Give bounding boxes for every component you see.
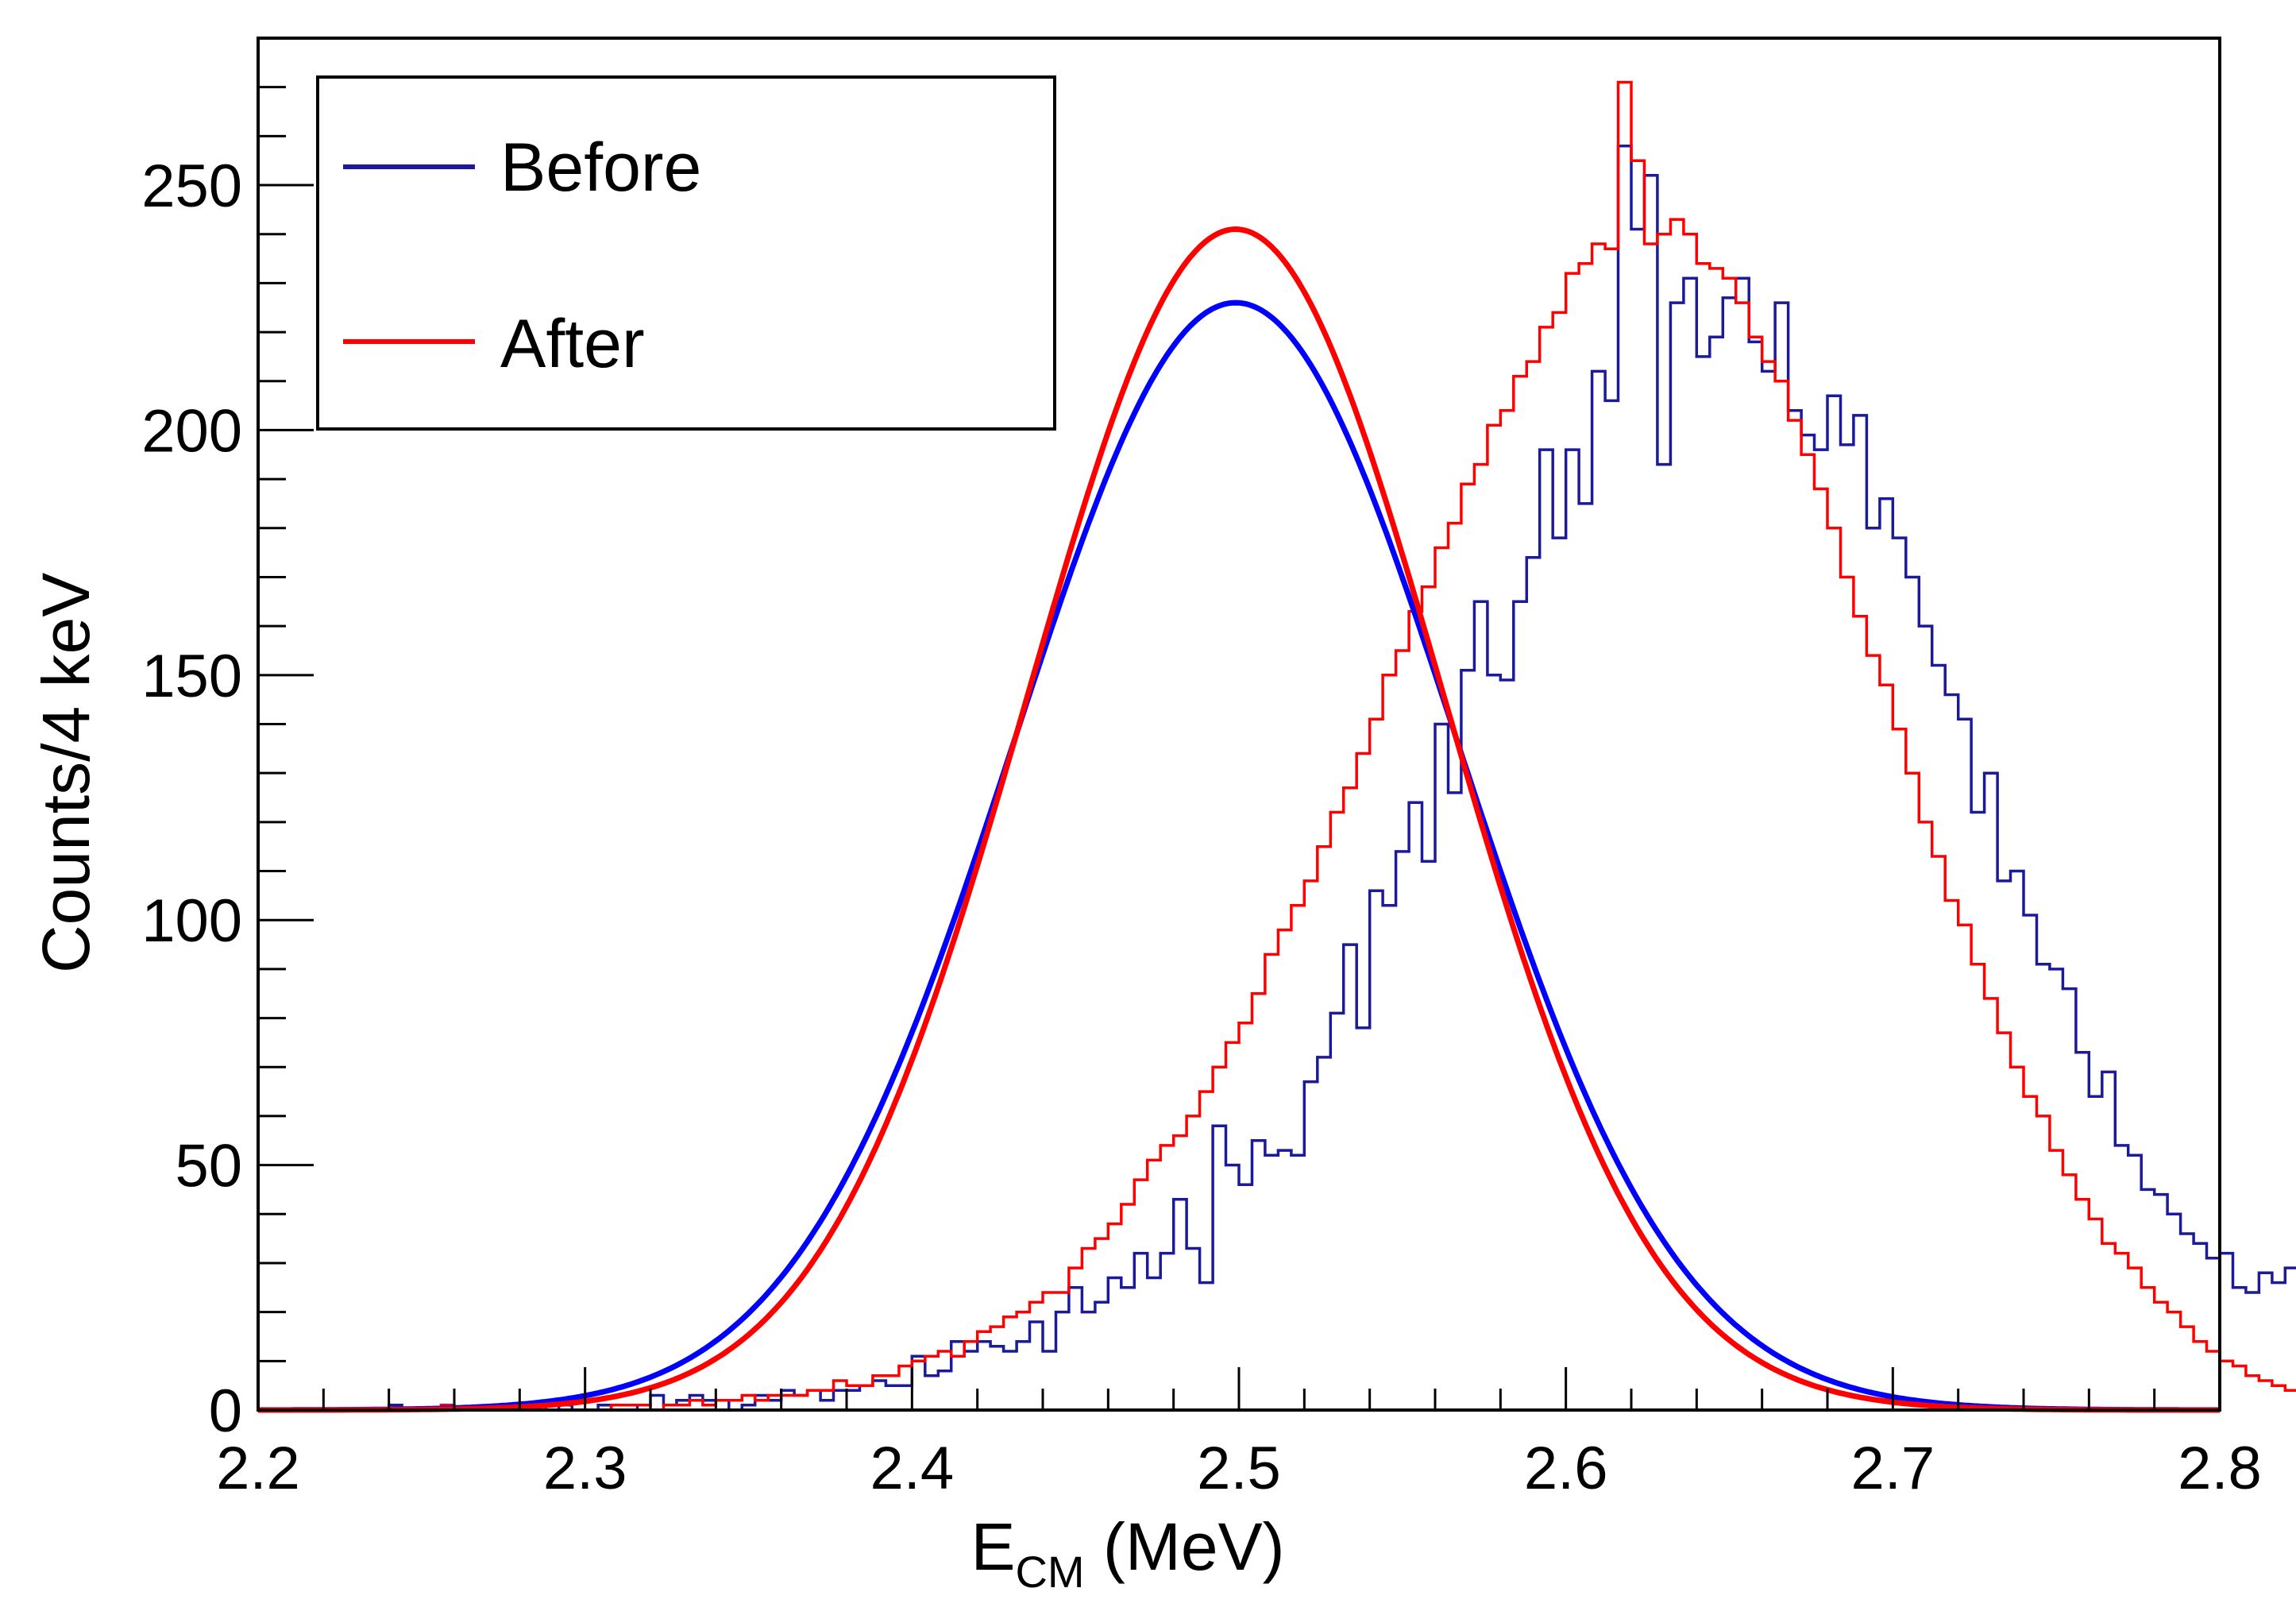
- fit-curve-before-fit: [258, 299, 2220, 1413]
- x-axis-title-subscript: CM: [1015, 1547, 1084, 1597]
- histogram-after: [258, 80, 2296, 1412]
- x-tick-label: 2.6: [1524, 1435, 1608, 1502]
- x-tick-label: 2.2: [216, 1435, 300, 1502]
- x-axis-title: ECM (MeV): [970, 1509, 1284, 1597]
- ticks-layer: 2.2 2.3 2.4 2.5 2.6 2.7 2.8 0 50 100 150 200 250: [141, 37, 2262, 1502]
- x-axis-title-main: E: [970, 1509, 1015, 1584]
- x-tick-label: 2.8: [2178, 1435, 2262, 1502]
- x-tick-label: 2.3: [543, 1435, 627, 1502]
- legend: Before After: [316, 75, 1056, 431]
- x-tick-label: 2.5: [1197, 1435, 1281, 1502]
- histogram-before: [258, 144, 2296, 1412]
- legend-label-before: Before: [500, 129, 701, 206]
- legend-box: [316, 75, 1056, 431]
- y-tick-label: 0: [209, 1377, 242, 1445]
- y-tick-label: 250: [141, 153, 242, 220]
- y-tick-label: 50: [175, 1133, 242, 1200]
- y-tick-label: 100: [141, 887, 242, 955]
- x-tick-label: 2.4: [870, 1435, 955, 1502]
- legend-label-after: After: [500, 306, 645, 382]
- y-axis-title: Counts/4 keV: [29, 573, 103, 973]
- x-tick-label: 2.7: [1851, 1435, 1935, 1502]
- y-tick-label: 150: [141, 643, 242, 710]
- x-axis-title-unit: (MeV): [1085, 1509, 1285, 1584]
- y-tick-label: 200: [141, 397, 242, 465]
- axis-titles: ECM (MeV) Counts/4 keV: [29, 573, 1285, 1597]
